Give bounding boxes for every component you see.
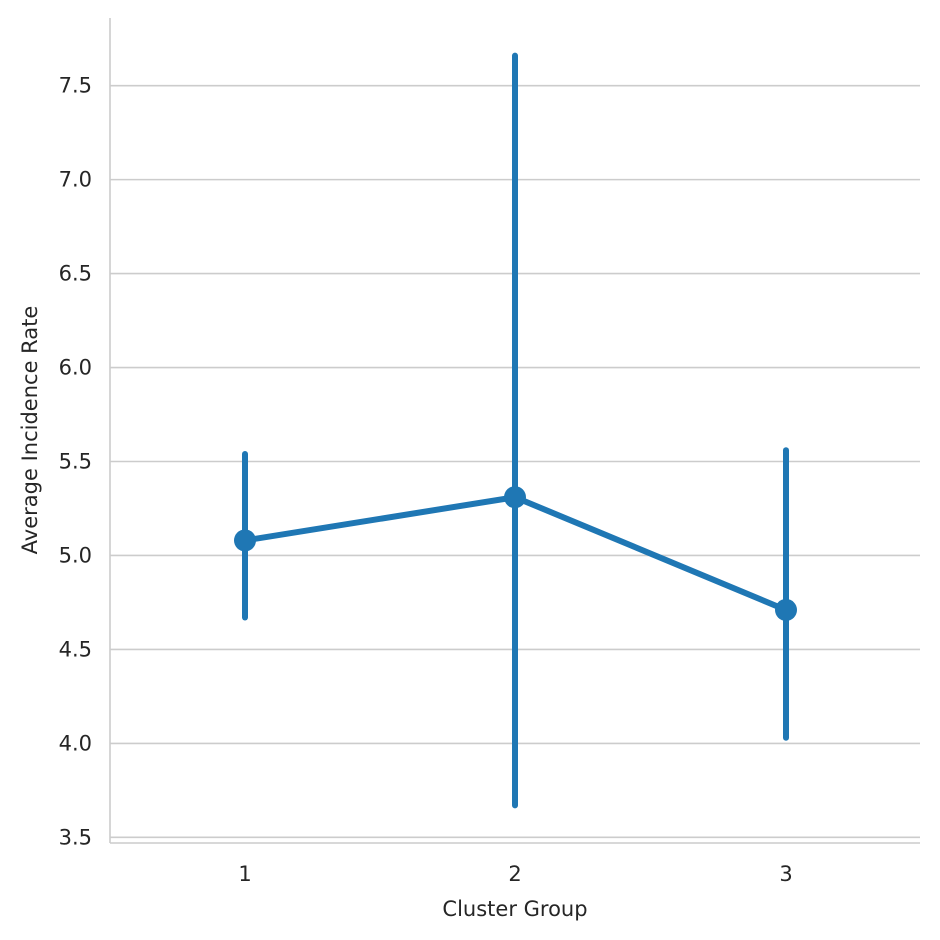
x-tick-label: 3 bbox=[779, 862, 792, 886]
data-point bbox=[234, 529, 256, 552]
y-tick-labels: 3.5 4.0 4.5 5.0 5.5 6.0 6.5 7.0 7.5 bbox=[59, 74, 92, 850]
error-bars bbox=[242, 52, 789, 809]
x-tick-label: 1 bbox=[238, 862, 251, 886]
x-axis-label: Cluster Group bbox=[442, 897, 587, 921]
y-tick-label: 7.5 bbox=[59, 74, 92, 98]
y-tick-label: 5.5 bbox=[59, 450, 92, 474]
y-tick-label: 4.0 bbox=[59, 731, 92, 755]
y-tick-label: 7.0 bbox=[59, 168, 92, 192]
y-tick-label: 6.0 bbox=[59, 356, 92, 380]
x-tick-label: 2 bbox=[508, 862, 521, 886]
y-axis-label: Average Incidence Rate bbox=[18, 306, 42, 555]
data-points bbox=[234, 486, 797, 621]
y-tick-label: 3.5 bbox=[59, 825, 92, 849]
y-tick-label: 5.0 bbox=[59, 543, 92, 567]
x-tick-labels: 1 2 3 bbox=[238, 862, 792, 886]
data-point bbox=[504, 486, 526, 509]
data-point bbox=[775, 598, 797, 621]
y-tick-label: 4.5 bbox=[59, 637, 92, 661]
y-tick-label: 6.5 bbox=[59, 262, 92, 286]
axes-spines bbox=[109, 18, 920, 844]
